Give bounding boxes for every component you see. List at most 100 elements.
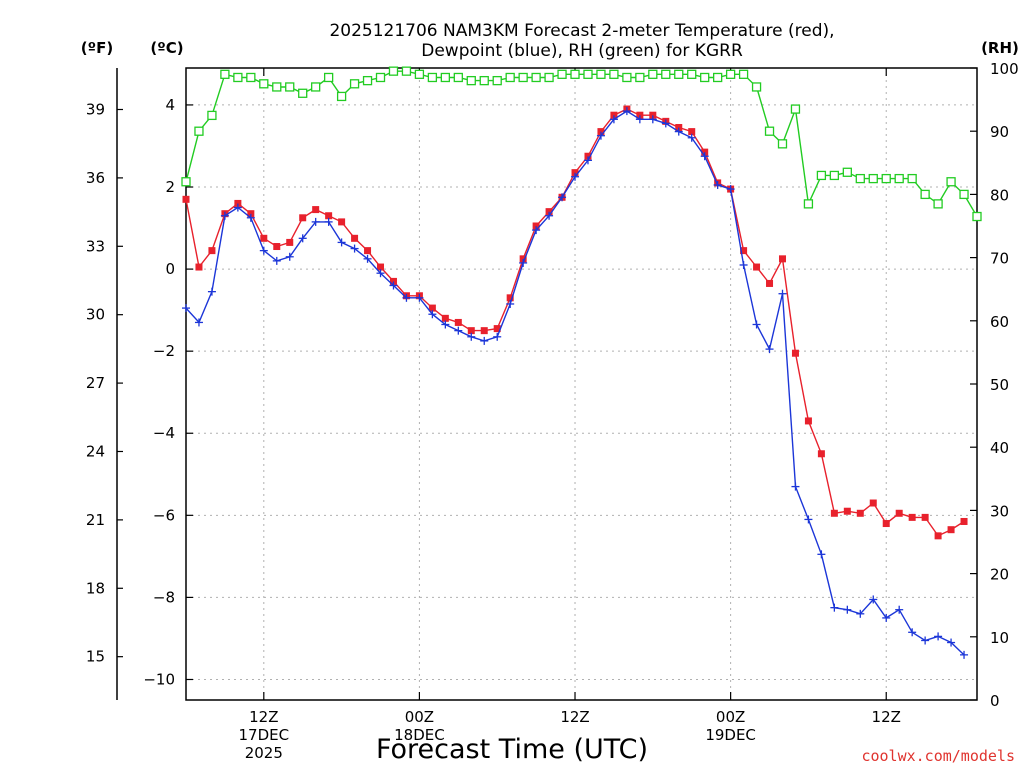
dewpoint-point [545,211,554,220]
rh-tick-label: 10 [990,629,1009,647]
temperature-point [649,111,657,119]
dewpoint-point [648,115,657,124]
dewpoint-point [947,638,956,647]
rh-tick-label: 0 [990,692,1000,710]
dewpoint-point [921,636,930,645]
rh-point [479,75,489,86]
rh-tick-label: 70 [990,250,1009,268]
fahrenheit-axis-unit: (ºF) [81,39,113,57]
dewpoint-point [532,226,541,235]
dewpoint-point [324,217,333,226]
dewpoint-point [752,320,761,329]
rh-point [323,72,334,83]
temperature-point [597,128,605,136]
rh-tick-label: 90 [990,123,1009,141]
temperature-point [753,263,761,271]
temperature-point [195,263,203,271]
dewpoint-point [713,180,722,189]
temperature-point [428,304,436,312]
temperature-point [778,255,786,263]
rh-point [557,69,567,79]
dewpoint-point [960,650,969,659]
rh-point [336,91,347,102]
temperature-point [364,247,372,255]
celsius-tick-label: 2 [165,178,175,196]
dewpoint-point [415,293,424,302]
rh-point [375,72,386,83]
dewpoint-point [674,127,683,136]
x-tick-label: 00Z [405,708,434,726]
temperature-point [610,111,618,119]
dewpoint-point [233,203,242,212]
rh-point [816,170,827,181]
dewpoint-point [856,609,865,618]
dewpoint-point [726,185,735,194]
dewpoint-point [402,293,411,302]
rh-point [349,79,360,89]
celsius-tick-label: −10 [143,670,175,688]
rh-point [583,69,593,79]
dewpoint-point [389,281,398,290]
rh-point [920,189,930,200]
temperature-point [960,517,968,525]
rh-point [401,66,412,76]
rh-point [738,69,749,79]
rh-point [596,69,606,79]
rh-point [570,69,580,79]
dewpoint-point [454,326,463,335]
rh-point [181,177,191,187]
rh-point [725,69,736,79]
dewpoint-point [882,613,891,622]
temperature-point [908,513,916,521]
rh-point [894,173,904,184]
dewpoint-point [480,336,489,345]
rh-point [362,75,373,86]
rh-point [661,69,671,79]
x-tick-label: 18DEC [394,726,445,744]
rh-point [700,72,710,83]
dewpoint-point [571,172,580,181]
rh-tick-label: 40 [990,439,1009,457]
x-tick-label: 12Z [872,708,901,726]
temperature-point [921,513,929,521]
temperature-point [791,349,799,357]
rh-point [959,189,969,200]
temperature-point [338,218,346,226]
dewpoint-point [700,152,709,161]
dewpoint-point [817,550,826,559]
rh-tick-label: 30 [990,502,1009,520]
labels: 2025121706 NAM3KM Forecast 2-meter Tempe… [81,21,1019,765]
temperature-point [260,234,268,242]
celsius-axis-unit: (ºC) [150,39,183,57]
fahrenheit-tick-label: 30 [86,306,105,324]
temperature-point [299,214,307,222]
temperature-point [441,314,449,322]
rh-point [609,69,619,79]
dewpoint-point [895,605,904,614]
dewpoint-point [428,310,437,319]
dewpoint-point [493,332,502,341]
x-axis-title: Forecast Time (UTC) [376,734,648,765]
dewpoint-point [635,115,644,124]
dewpoint-point [285,252,294,261]
rh-series [181,66,982,222]
temperature-point [273,243,281,251]
rh-point [868,173,878,184]
rh-tick-label: 60 [990,313,1009,331]
dewpoint-point [739,260,748,269]
temperature-point [882,520,890,528]
temperature-point [454,318,462,326]
fahrenheit-tick-label: 18 [86,579,105,597]
rh-point [453,72,463,83]
temperature-point [351,234,359,242]
temperature-point [740,247,748,255]
rh-tick-label: 50 [990,376,1009,394]
rh-point [764,126,775,136]
temperature-point [182,195,190,203]
dewpoint-point [596,131,605,140]
rh-point [518,72,528,83]
temperature-point [519,255,527,263]
watermark: coolwx.com/models [861,747,1015,765]
dewpoint-point [519,258,528,267]
fahrenheit-tick-label: 15 [86,648,105,666]
